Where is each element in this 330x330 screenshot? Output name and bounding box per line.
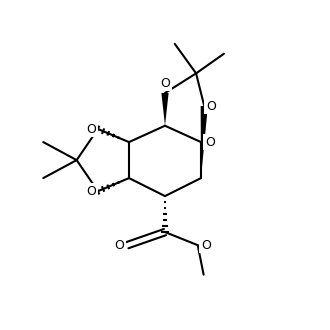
Text: O: O [206,100,216,113]
Text: O: O [114,239,124,252]
Polygon shape [201,106,208,178]
Text: O: O [86,122,96,136]
Text: O: O [205,136,215,148]
Text: O: O [160,77,170,90]
Text: O: O [86,185,96,198]
Polygon shape [161,93,169,126]
Text: O: O [201,239,211,252]
